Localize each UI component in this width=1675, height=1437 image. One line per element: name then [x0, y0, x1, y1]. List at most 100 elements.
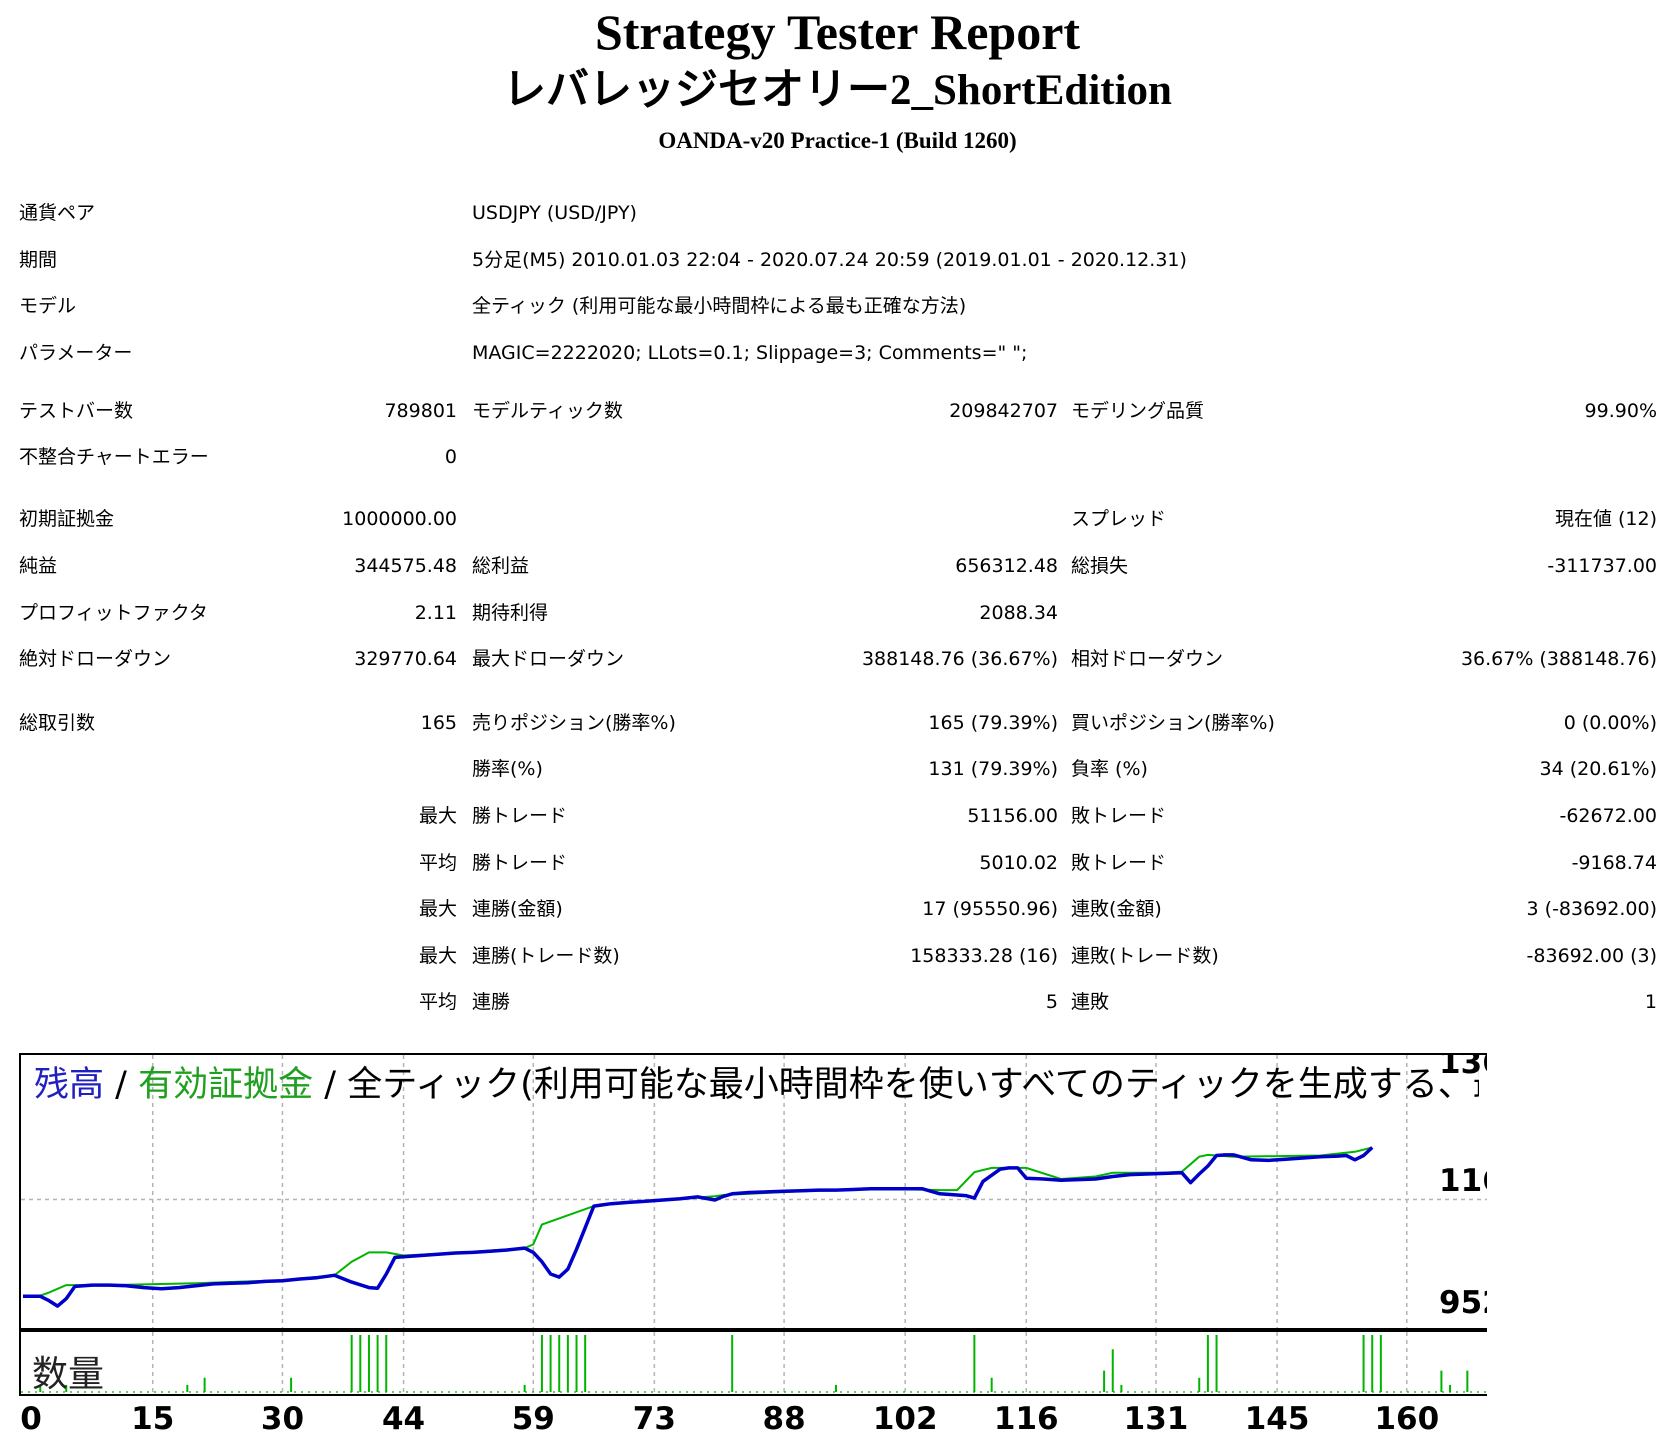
x-tick-label: 0 [20, 1401, 42, 1433]
profit-factor-label: プロフィットファクタ [19, 602, 208, 624]
pair-value: USDJPY (USD/JPY) [472, 202, 637, 224]
average-consecutive-label: 平均 [418, 991, 457, 1013]
maximal-drawdown-value: 388148.76 (36.67%) [861, 648, 1058, 670]
average-win-value: 5010.02 [979, 852, 1058, 874]
params-label: パラメーター [19, 342, 133, 364]
average-label: 平均 [418, 852, 457, 874]
gross-loss-label: 総損失 [1071, 555, 1129, 577]
consecutive-wins-money-label: 連勝(金額) [472, 898, 563, 920]
consecutive-losses-money-label: 連敗(金額) [1071, 898, 1162, 920]
chart-lines [22, 1146, 1374, 1308]
y-tick-label: 1368899 [1439, 1053, 1487, 1081]
spread-label: スプレッド [1071, 508, 1167, 530]
params-value: MAGIC=2222020; LLots=0.1; Slippage=3; Co… [472, 342, 1028, 364]
y-axis-labels: 1368899 1160738 952578 [1439, 1053, 1487, 1321]
bars-value: 789801 [384, 400, 457, 422]
average-loss-value: -9168.74 [1571, 852, 1657, 874]
win-rate-value: 131 (79.39%) [928, 758, 1058, 780]
legend-equity: 有効証拠金 [138, 1065, 313, 1105]
average-consecutive-wins-value: 5 [1045, 991, 1058, 1013]
deposit-label: 初期証拠金 [19, 508, 115, 530]
period-label: 期間 [19, 249, 58, 271]
long-positions-label: 買いポジション(勝率%) [1071, 712, 1275, 734]
relative-drawdown-value: 36.67% (388148.76) [1460, 648, 1657, 670]
ticks-label: モデルティック数 [472, 400, 623, 422]
gross-profit-value: 656312.48 [955, 555, 1058, 577]
legend-clip [1479, 1055, 1487, 1105]
x-tick-label: 44 [382, 1401, 425, 1433]
consecutive-wins-count-label: 連勝(トレード数) [472, 945, 620, 967]
total-trades-label: 総取引数 [19, 712, 96, 734]
chart-grid [21, 1055, 1487, 1394]
consecutive-losses-count-value: -83692.00 (3) [1526, 945, 1657, 967]
gross-profit-label: 総利益 [472, 555, 530, 577]
ticks-value: 209842707 [949, 400, 1058, 422]
absolute-drawdown-value: 329770.64 [354, 648, 457, 670]
balance-line [23, 1146, 1374, 1308]
expected-payoff-label: 期待利得 [472, 602, 549, 624]
y-tick-label: 1160738 [1439, 1163, 1487, 1199]
largest-loss-value: -62672.00 [1559, 805, 1657, 827]
win-rate-label: 勝率(%) [472, 758, 543, 780]
average-win-label: 勝トレード [472, 852, 568, 874]
x-tick-label: 160 [1374, 1401, 1439, 1433]
average-consecutive-losses-value: 1 [1644, 991, 1657, 1013]
absolute-drawdown-label: 絶対ドローダウン [19, 648, 172, 670]
legend-model: 全ティック(利用可能な最小時間枠を使いすべてのティックを生成する、最も [347, 1065, 1487, 1105]
y-tick-label: 952578 [1439, 1285, 1487, 1321]
x-tick-label: 102 [873, 1401, 938, 1433]
volume-label: 数量 [32, 1354, 104, 1395]
largest-label: 最大 [418, 805, 457, 827]
model-value: 全ティック (利用可能な最小時間枠による最も正確な方法) [472, 295, 967, 317]
x-tick-label: 88 [763, 1401, 806, 1433]
model-label: モデル [19, 295, 77, 317]
loss-rate-label: 負率 (%) [1071, 758, 1148, 780]
consecutive-losses-money-value: 3 (-83692.00) [1526, 898, 1657, 920]
x-tick-label: 116 [994, 1401, 1059, 1433]
net-profit-value: 344575.48 [354, 555, 457, 577]
bars-label: テストバー数 [19, 400, 134, 422]
average-consecutive-losses-label: 連敗 [1071, 991, 1110, 1013]
largest-win-label: 勝トレード [472, 805, 568, 827]
consecutive-wins-money-value: 17 (95550.96) [922, 898, 1058, 920]
profit-factor-value: 2.11 [414, 602, 457, 624]
period-value: 5分足(M5) 2010.01.03 22:04 - 2020.07.24 20… [472, 249, 1187, 271]
relative-drawdown-label: 相対ドローダウン [1071, 648, 1224, 670]
x-tick-label: 131 [1124, 1401, 1189, 1433]
max-consecutive-count-label: 最大 [418, 945, 457, 967]
legend-separator-2: / [324, 1065, 336, 1105]
report-subtitle: レバレッジセオリー2_ShortEdition [503, 67, 1172, 114]
pair-label: 通貨ペア [19, 202, 96, 224]
loss-rate-value: 34 (20.61%) [1539, 758, 1658, 780]
short-positions-value: 165 (79.39%) [928, 712, 1058, 734]
quality-label: モデリング品質 [1071, 400, 1205, 422]
total-trades-value: 165 [420, 712, 457, 734]
largest-loss-label: 敗トレード [1071, 805, 1167, 827]
x-tick-label: 15 [131, 1401, 174, 1433]
average-loss-label: 敗トレード [1071, 852, 1167, 874]
x-tick-label: 145 [1245, 1401, 1310, 1433]
volume-plot-frame [19, 1330, 1487, 1396]
short-positions-label: 売りポジション(勝率%) [472, 712, 676, 734]
x-tick-label: 59 [512, 1401, 555, 1433]
average-consecutive-wins-label: 連勝 [472, 991, 511, 1013]
largest-win-value: 51156.00 [967, 805, 1058, 827]
long-positions-value: 0 (0.00%) [1563, 712, 1657, 734]
quality-value: 99.90% [1584, 400, 1657, 422]
server-name: OANDA-v20 Practice-1 (Build 1260) [658, 128, 1017, 153]
consecutive-losses-count-label: 連敗(トレード数) [1071, 945, 1219, 967]
gross-loss-value: -311737.00 [1547, 555, 1657, 577]
volume-bars [39, 1335, 1469, 1392]
consecutive-wins-count-value: 158333.28 (16) [910, 945, 1058, 967]
x-tick-label: 73 [633, 1401, 676, 1433]
mismatch-value: 0 [444, 446, 457, 468]
net-profit-label: 純益 [19, 555, 58, 577]
chart-legend: 残高 / 有効証拠金 / 全ティック(利用可能な最小時間枠を使いすべてのティック… [34, 1065, 1487, 1105]
report-title: Strategy Tester Report [594, 4, 1081, 60]
mismatch-label: 不整合チャートエラー [19, 446, 209, 468]
spread-value: 現在値 (12) [1554, 508, 1657, 530]
x-tick-label: 30 [261, 1401, 304, 1433]
expected-payoff-value: 2088.34 [979, 602, 1058, 624]
deposit-value: 1000000.00 [342, 508, 457, 530]
balance-chart: 残高 / 有効証拠金 / 全ティック(利用可能な最小時間枠を使いすべてのティック… [19, 1053, 1487, 1433]
